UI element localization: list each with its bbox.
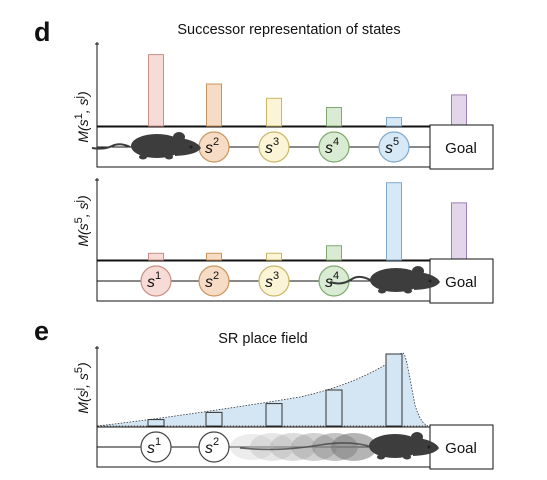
state-node-s2: s2 (198, 131, 230, 163)
goal-label: Goal (445, 140, 477, 157)
state-label: s4 (325, 136, 339, 157)
state-label: s2 (205, 436, 219, 457)
state-node-s3: s3 (258, 265, 290, 297)
state-node-s3: s3 (258, 131, 290, 163)
place-field-area (96, 352, 429, 427)
state-node-s1: s1 (140, 431, 172, 463)
panel-d-top: d Successor representation of states M(s… (34, 17, 494, 170)
panel-d-bottom: M(s5, sj) s1 s2 s3 s4 Goal (73, 178, 494, 304)
state-circle (140, 431, 172, 463)
bar (148, 54, 164, 127)
bar (206, 252, 222, 261)
goal-label: Goal (445, 440, 477, 457)
state-node-s1: s1 (140, 265, 172, 297)
state-group: s1 s2 s3 s4 (140, 265, 350, 297)
state-node-s2: s2 (198, 265, 230, 297)
bar (451, 202, 467, 261)
state-group: s2 s3 s4 s5 (198, 131, 410, 163)
state-label: s2 (205, 136, 219, 157)
state-label: s1 (147, 270, 161, 291)
y-axis-label: M(sj, s5) (73, 362, 91, 413)
y-axis-label: M(s1, sj) (73, 91, 91, 142)
state-group: s1 s2 (140, 431, 230, 463)
panel-letter-d: d (34, 17, 51, 47)
mouse-icon (91, 132, 201, 160)
state-label: s2 (205, 270, 219, 291)
mouse-icon (369, 432, 439, 460)
bar (451, 94, 467, 127)
bar (266, 97, 282, 127)
bar-group (148, 182, 467, 261)
bar (326, 245, 342, 261)
panel-title: Successor representation of states (177, 22, 400, 38)
state-circle (198, 265, 230, 297)
bar (386, 182, 402, 261)
bar (385, 353, 403, 427)
state-circle (258, 265, 290, 297)
bar (205, 411, 223, 427)
svg-text:M(s5, sj): M(s5, sj) (73, 195, 91, 246)
state-label: s1 (147, 436, 161, 457)
state-circle (198, 431, 230, 463)
bar (148, 252, 164, 261)
bar (265, 403, 283, 427)
y-axis-label: M(s5, sj) (73, 195, 91, 246)
state-node-s4: s4 (318, 131, 350, 163)
bar-group (148, 54, 467, 127)
motion-trail (230, 433, 377, 461)
bar (326, 107, 342, 127)
bar (147, 419, 165, 427)
bar-group (147, 353, 403, 427)
mouse-icon (329, 266, 440, 294)
panel-title: SR place field (218, 331, 307, 347)
panel-letter-e: e (34, 316, 49, 346)
bar (325, 389, 343, 427)
bar (386, 117, 402, 127)
state-label: s4 (325, 270, 339, 291)
state-node-s2: s2 (198, 431, 230, 463)
state-circle (258, 131, 290, 163)
panel-e: e SR place field M(sj, s5) s1 s2 Goal (34, 316, 494, 470)
state-label: s3 (265, 270, 279, 291)
state-circle (378, 131, 410, 163)
goal-label: Goal (445, 274, 477, 291)
svg-text:M(sj, s5): M(sj, s5) (73, 362, 91, 413)
state-label: s5 (385, 136, 399, 157)
state-node-s5: s5 (378, 131, 410, 163)
state-circle (318, 131, 350, 163)
state-circle (140, 265, 172, 297)
svg-text:M(s1, sj): M(s1, sj) (73, 91, 91, 142)
state-node-s4: s4 (318, 265, 350, 297)
bar (266, 252, 282, 261)
goal-box (429, 124, 494, 170)
goal-box (429, 424, 494, 470)
state-label: s3 (265, 136, 279, 157)
bar (206, 83, 222, 127)
